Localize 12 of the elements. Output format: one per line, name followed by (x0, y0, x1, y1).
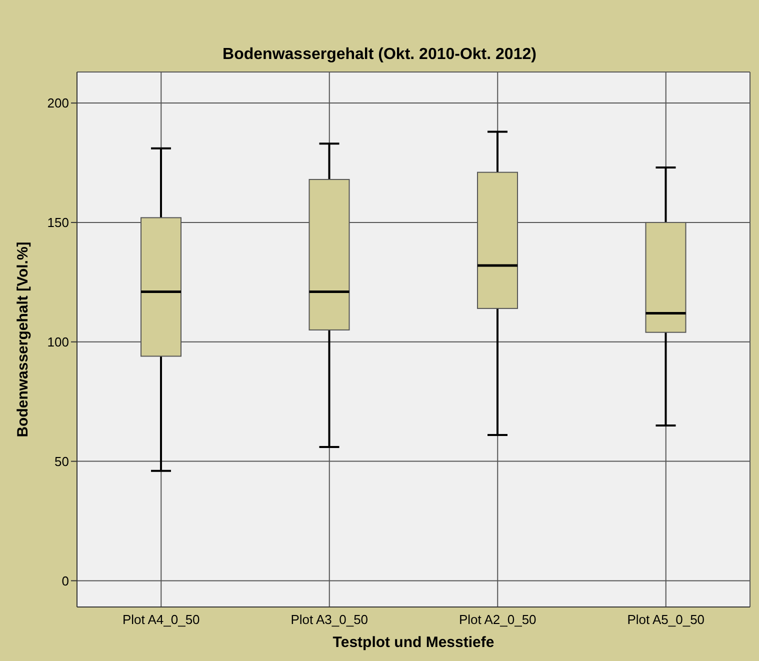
y-axis-title: Bodenwassergehalt [Vol.%] (14, 242, 32, 438)
y-tick-label: 0 (62, 573, 69, 588)
y-tick-label: 200 (47, 96, 69, 111)
x-axis-title: Testplot und Messtiefe (332, 634, 494, 651)
y-tick-label: 150 (47, 215, 69, 230)
y-tick-label: 50 (54, 454, 69, 469)
y-tick-label: 100 (47, 334, 69, 350)
chart-title: Bodenwassergehalt (Okt. 2010-Okt. 2012) (222, 46, 538, 64)
x-tick-label: Plot A4_0_50 (122, 612, 200, 628)
x-tick-label: Plot A3_0_50 (290, 612, 368, 628)
x-tick-label: Plot A5_0_50 (627, 612, 705, 628)
x-tick-label: Plot A2_0_50 (458, 612, 536, 628)
